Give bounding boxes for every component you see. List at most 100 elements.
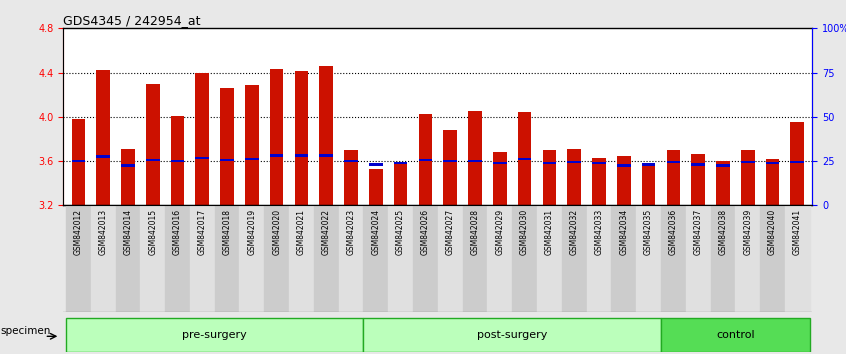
Bar [790, 122, 804, 205]
Bar [667, 150, 680, 205]
Bar [785, 205, 810, 312]
Bar [760, 205, 785, 312]
Bar [691, 154, 705, 205]
Bar [716, 164, 730, 167]
Text: GSM842022: GSM842022 [321, 209, 331, 255]
Text: GSM842023: GSM842023 [347, 209, 355, 255]
Bar [171, 116, 184, 205]
Bar [364, 318, 661, 352]
Bar [661, 318, 810, 352]
Text: GSM842019: GSM842019 [247, 209, 256, 255]
Bar [171, 160, 184, 162]
Bar [320, 66, 333, 205]
Bar [220, 88, 233, 205]
Bar [468, 160, 482, 162]
Bar [617, 164, 630, 167]
Bar [344, 160, 358, 162]
Bar [691, 163, 705, 166]
Bar [393, 162, 408, 165]
Bar [413, 205, 437, 312]
Bar [642, 163, 656, 166]
Bar [562, 205, 586, 312]
Bar [121, 164, 135, 167]
Bar [195, 156, 209, 159]
Bar [96, 155, 110, 158]
Text: GDS4345 / 242954_at: GDS4345 / 242954_at [63, 14, 201, 27]
Bar [518, 113, 531, 205]
Bar [264, 205, 289, 312]
Text: control: control [716, 330, 755, 339]
Bar [190, 205, 215, 312]
Bar [741, 161, 755, 164]
Bar [443, 160, 457, 162]
Bar [512, 205, 537, 312]
Bar [344, 150, 358, 205]
Bar [338, 205, 364, 312]
Text: GSM842034: GSM842034 [619, 209, 629, 255]
Text: GSM842018: GSM842018 [222, 209, 232, 255]
Bar [661, 205, 686, 312]
Text: pre-surgery: pre-surgery [182, 330, 247, 339]
Text: GSM842014: GSM842014 [124, 209, 133, 255]
Bar [568, 161, 581, 164]
Bar [66, 205, 91, 312]
Text: GSM842012: GSM842012 [74, 209, 83, 255]
Text: GSM842040: GSM842040 [768, 209, 777, 255]
Bar [393, 163, 408, 205]
Bar [388, 205, 413, 312]
Bar [617, 155, 630, 205]
Text: GSM842029: GSM842029 [495, 209, 504, 255]
Bar [766, 162, 779, 165]
Bar [592, 158, 606, 205]
Bar [270, 69, 283, 205]
Text: GSM842039: GSM842039 [743, 209, 752, 255]
Text: GSM842027: GSM842027 [446, 209, 454, 255]
Text: GSM842035: GSM842035 [644, 209, 653, 255]
Text: GSM842024: GSM842024 [371, 209, 381, 255]
Bar [493, 162, 507, 165]
Text: GSM842041: GSM842041 [793, 209, 802, 255]
Bar [468, 111, 482, 205]
Text: GSM842038: GSM842038 [718, 209, 728, 255]
Bar [642, 163, 656, 205]
Text: GSM842013: GSM842013 [99, 209, 107, 255]
Bar [140, 205, 165, 312]
Bar [72, 160, 85, 162]
Bar [735, 205, 760, 312]
Bar [716, 161, 730, 205]
Bar [437, 205, 463, 312]
Bar [568, 149, 581, 205]
Text: GSM842030: GSM842030 [520, 209, 529, 255]
Bar [66, 318, 364, 352]
Bar [592, 162, 606, 165]
Bar [766, 159, 779, 205]
Bar [369, 169, 382, 205]
Text: GSM842031: GSM842031 [545, 209, 554, 255]
Text: GSM842036: GSM842036 [669, 209, 678, 255]
Text: GSM842033: GSM842033 [595, 209, 603, 255]
Text: post-surgery: post-surgery [477, 330, 547, 339]
Bar [790, 161, 804, 164]
Bar [320, 154, 333, 157]
Bar [294, 72, 308, 205]
Bar [487, 205, 512, 312]
Bar [245, 158, 259, 160]
Bar [165, 205, 190, 312]
Text: GSM842037: GSM842037 [694, 209, 703, 255]
Text: GSM842025: GSM842025 [396, 209, 405, 255]
Text: GSM842017: GSM842017 [198, 209, 206, 255]
Bar [146, 159, 160, 161]
Bar [91, 205, 116, 312]
Bar [711, 205, 735, 312]
Bar [116, 205, 140, 312]
Bar [239, 205, 264, 312]
Bar [636, 205, 661, 312]
Bar [586, 205, 612, 312]
Bar [463, 205, 487, 312]
Bar [537, 205, 562, 312]
Bar [667, 161, 680, 164]
Bar [364, 205, 388, 312]
Bar [741, 150, 755, 205]
Bar [419, 114, 432, 205]
Bar [443, 130, 457, 205]
